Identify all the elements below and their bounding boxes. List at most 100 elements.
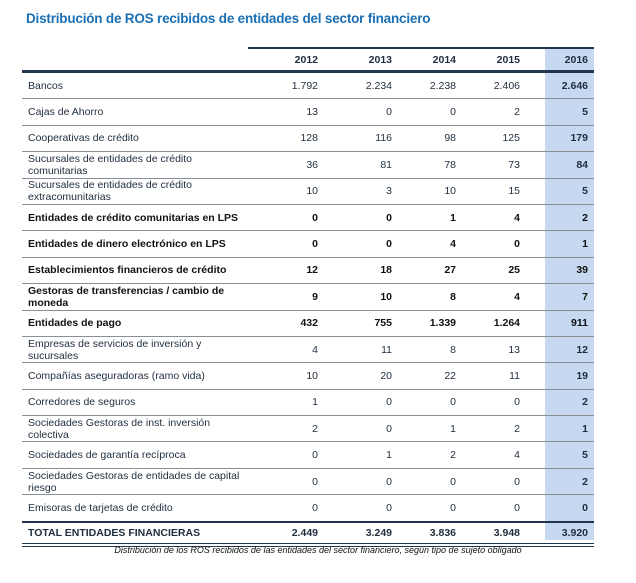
cell-2015: 0 [460, 389, 524, 417]
table-row: Bancos 1.792 2.234 2.238 2.406 2.646 [22, 71, 594, 100]
cell-2014: 10 [396, 178, 460, 205]
cell-2013: 116 [322, 125, 396, 153]
cell-2012: 36 [248, 151, 322, 179]
cell-2012: 1.792 [248, 71, 322, 100]
cell-2016: 5 [524, 441, 594, 469]
ros-table: 2012 2013 2014 2015 2016 Bancos 1.792 2.23… [22, 47, 594, 547]
table-row: Sociedades Gestoras de inst. inversión c… [22, 415, 594, 443]
cell-2014: 2.238 [396, 71, 460, 100]
row-label: Sucursales de entidades de crédito extra… [22, 178, 248, 205]
row-label: Entidades de crédito comunitarias en LPS [22, 204, 248, 232]
cell-2013: 755 [322, 310, 396, 337]
cell-2015: 15 [460, 178, 524, 205]
cell-2013: 3 [322, 178, 396, 205]
cell-2012: 12 [248, 257, 322, 285]
cell-2012: 0 [248, 468, 322, 496]
cell-2013: 2.234 [322, 71, 396, 100]
row-label: Empresas de servicios de inversión y suc… [22, 336, 248, 364]
cell-2016: 12 [524, 336, 594, 364]
cell-2015: 4 [460, 204, 524, 232]
row-label: Entidades de dinero electrónico en LPS [22, 230, 248, 258]
row-label: Sociedades Gestoras de inst. inversión c… [22, 415, 248, 443]
cell-2015: 13 [460, 336, 524, 364]
header-2015: 2015 [460, 47, 524, 73]
cell-2016: 1 [524, 415, 594, 443]
cell-2015: 4 [460, 283, 524, 311]
cell-2012: 0 [248, 494, 322, 523]
cell-2016: 2 [524, 389, 594, 417]
cell-2013: 0 [322, 389, 396, 417]
cell-2014: 1 [396, 204, 460, 232]
row-label: Entidades de pago [22, 310, 248, 337]
header-2012: 2012 [248, 47, 322, 73]
row-label: Sucursales de entidades de crédito comun… [22, 151, 248, 179]
cell-2012: 10 [248, 362, 322, 390]
cell-2012: 2.449 [248, 521, 322, 547]
cell-2014: 1.339 [396, 310, 460, 337]
cell-2013: 3.249 [322, 521, 396, 547]
row-label: Emisoras de tarjetas de crédito [22, 494, 248, 523]
cell-2016: 39 [524, 257, 594, 285]
cell-2013: 20 [322, 362, 396, 390]
cell-2015: 1.264 [460, 310, 524, 337]
table-row: Establecimientos financieros de crédito 1… [22, 257, 594, 285]
table-row: Gestoras de transferencias / cambio de m… [22, 283, 594, 311]
cell-2016: 2 [524, 468, 594, 496]
table-row: Sociedades de garantía recíproca 0 1 2 4 5 [22, 441, 594, 469]
cell-2014: 27 [396, 257, 460, 285]
cell-2016: 5 [524, 98, 594, 126]
cell-2013: 0 [322, 98, 396, 126]
cell-2015: 2.406 [460, 71, 524, 100]
cell-2015: 2 [460, 415, 524, 443]
cell-2014: 22 [396, 362, 460, 390]
cell-2012: 10 [248, 178, 322, 205]
cell-2016: 2.646 [524, 71, 594, 100]
row-label: Establecimientos financieros de crédito [22, 257, 248, 285]
cell-2015: 11 [460, 362, 524, 390]
cell-2012: 432 [248, 310, 322, 337]
cell-2014: 0 [396, 98, 460, 126]
cell-2016: 7 [524, 283, 594, 311]
row-label: Sociedades de garantía recíproca [22, 441, 248, 469]
row-label: Cooperativas de crédito [22, 125, 248, 153]
cell-2014: 98 [396, 125, 460, 153]
cell-2013: 0 [322, 468, 396, 496]
cell-2015: 125 [460, 125, 524, 153]
table-caption: Distribución de los ROS recibidos de las… [114, 545, 522, 555]
cell-2016: 179 [524, 125, 594, 153]
cell-2016: 84 [524, 151, 594, 179]
cell-2013: 0 [322, 230, 396, 258]
cell-2014: 8 [396, 283, 460, 311]
cell-2016: 2 [524, 204, 594, 232]
cell-2012: 0 [248, 441, 322, 469]
table-row: Cooperativas de crédito 128 116 98 125 179 [22, 125, 594, 153]
cell-2015: 73 [460, 151, 524, 179]
row-label: Gestoras de transferencias / cambio de m… [22, 283, 248, 311]
header-2013: 2013 [322, 47, 396, 73]
table-row: Cajas de Ahorro 13 0 0 2 5 [22, 98, 594, 126]
cell-2013: 18 [322, 257, 396, 285]
cell-2013: 10 [322, 283, 396, 311]
row-label: Sociedades Gestoras de entidades de capi… [22, 468, 248, 496]
cell-2013: 0 [322, 494, 396, 523]
header-label [22, 48, 248, 73]
header-2016: 2016 [524, 47, 594, 73]
cell-2012: 9 [248, 283, 322, 311]
row-label: TOTAL ENTIDADES FINANCIERAS [22, 521, 248, 547]
cell-2015: 25 [460, 257, 524, 285]
cell-2015: 2 [460, 98, 524, 126]
cell-2012: 0 [248, 204, 322, 232]
cell-2013: 81 [322, 151, 396, 179]
cell-2016: 19 [524, 362, 594, 390]
cell-2014: 0 [396, 494, 460, 523]
row-label: Cajas de Ahorro [22, 98, 248, 126]
cell-2014: 2 [396, 441, 460, 469]
cell-2015: 0 [460, 230, 524, 258]
cell-2012: 2 [248, 415, 322, 443]
table-row: Corredores de seguros 1 0 0 0 2 [22, 389, 594, 417]
cell-2014: 3.836 [396, 521, 460, 547]
table-row: Sucursales de entidades de crédito extra… [22, 178, 594, 205]
cell-2015: 0 [460, 468, 524, 496]
cell-2016: 1 [524, 230, 594, 258]
row-label: Compañías aseguradoras (ramo vida) [22, 362, 248, 390]
